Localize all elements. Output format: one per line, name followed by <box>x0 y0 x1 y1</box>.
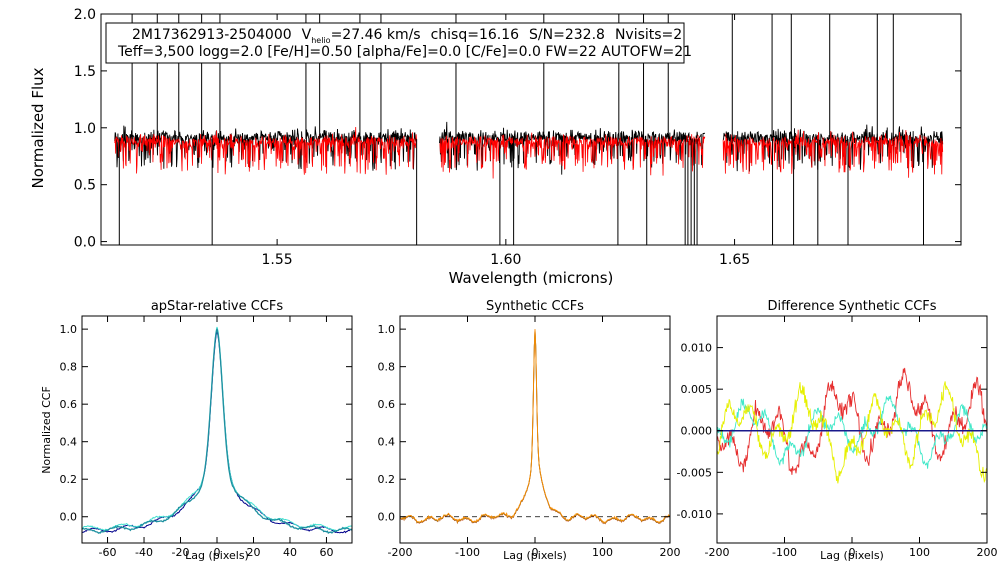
y-tick-label: 0.2 <box>60 473 78 486</box>
y-tick-label: 0.4 <box>60 436 78 449</box>
y-tick-label: 1.5 <box>74 64 96 80</box>
x-tick-label: 0 <box>532 546 539 559</box>
difference-ccf-series-0 <box>717 367 987 475</box>
synthetic-ccf-x-label: Lag (pixels) <box>503 549 567 562</box>
x-tick-label: 60 <box>319 546 333 559</box>
y-tick-label: 0.0 <box>60 511 78 524</box>
spectrum-series-model <box>114 127 418 175</box>
y-tick-label: 0.000 <box>681 425 713 438</box>
y-tick-label: 0.2 <box>378 473 396 486</box>
difference-ccf-plot-area <box>717 367 987 484</box>
y-tick-label: 1.0 <box>74 121 96 137</box>
x-tick-label: 20 <box>246 546 260 559</box>
x-tick-label: -60 <box>99 546 117 559</box>
y-tick-label: -0.010 <box>677 508 712 521</box>
nvisits-value: Nvisits=2 <box>615 27 682 43</box>
synthetic-ccf-plot-area <box>400 329 670 525</box>
x-tick-label: 100 <box>592 546 613 559</box>
y-tick-label: 1.0 <box>60 323 78 336</box>
y-tick-label: 0.8 <box>60 361 78 374</box>
synthetic-ccf-panel: -200 -100 0 100 200 0.0 0.2 0.4 0.6 0.8 1.0 Synthe… <box>378 299 681 562</box>
vhelio-value: =27.46 km/s <box>331 27 421 43</box>
x-tick-label: 200 <box>660 546 681 559</box>
y-tick-label: 1.0 <box>378 323 396 336</box>
y-tick-label: -0.005 <box>677 466 712 479</box>
header-box <box>105 22 685 64</box>
difference-ccf-series-2 <box>717 381 987 484</box>
spectrum-panel: 1.55 1.60 1.65 0.0 0.5 1.0 1.5 2.0 2M17362913-2… <box>29 7 962 287</box>
y-tick-label: 2.0 <box>74 7 96 23</box>
apstar-ccf-y-label: Normalized CCF <box>40 386 53 474</box>
y-tick-label: 0.5 <box>74 178 96 194</box>
header-line-1: 2M17362913-2504000 Vhelio=27.46 km/s chisq… <box>132 27 682 45</box>
apstar-ccf-x-label: Lag (pixels) <box>185 549 249 562</box>
spectrum-y-label: Normalized Flux <box>29 67 47 188</box>
spectrum-header: 2M17362913-2504000 Vhelio=27.46 km/s chisq… <box>105 22 692 64</box>
x-tick-label: -40 <box>135 546 153 559</box>
difference-ccf-series-1 <box>717 395 987 469</box>
x-tick-label: -100 <box>455 546 480 559</box>
spectrum-series-model <box>439 132 706 179</box>
spectrum-series-model <box>722 129 944 178</box>
x-tick-label: -100 <box>772 546 797 559</box>
chisq-value: chisq=16.16 <box>431 27 520 43</box>
vhelio-symbol: V <box>302 27 312 43</box>
y-tick-label: 0.6 <box>60 398 78 411</box>
y-tick-label: 0.6 <box>378 398 396 411</box>
x-tick-label: 1.55 <box>262 252 293 268</box>
x-tick-label: -20 <box>172 546 190 559</box>
synthetic-ccf-title: Synthetic CCFs <box>486 299 584 314</box>
synthetic-ccf-series-2 <box>400 329 670 524</box>
y-tick-label: 0.8 <box>378 361 396 374</box>
apstar-ccf-title: apStar-relative CCFs <box>151 299 284 314</box>
x-tick-label: -200 <box>388 546 413 559</box>
star-id: 2M17362913-2504000 <box>132 27 292 43</box>
y-tick-label: 0.4 <box>378 436 396 449</box>
spectrum-x-label: Wavelength (microns) <box>449 269 614 287</box>
x-tick-label: 40 <box>283 546 297 559</box>
spectrum-frame <box>100 13 962 246</box>
x-tick-label: -200 <box>705 546 730 559</box>
header-line-2: Teff=3,500 logg=2.0 [Fe/H]=0.50 [alpha/F… <box>117 44 692 60</box>
spectrum-series-observed <box>439 121 706 175</box>
x-tick-label: 0 <box>214 546 221 559</box>
difference-ccf-title: Difference Synthetic CCFs <box>767 299 936 314</box>
y-tick-label: 0.0 <box>378 511 396 524</box>
y-tick-label: 0.0 <box>74 235 96 251</box>
x-tick-label: 1.65 <box>719 252 750 268</box>
x-tick-label: 200 <box>977 546 998 559</box>
y-tick-label: 0.005 <box>681 383 713 396</box>
apstar-ccf-panel: -60 -40 -20 0 20 40 60 0.0 0.2 0.4 0.6 0.8 1.0 apSta… <box>40 299 353 562</box>
snr-value: S/N=232.8 <box>529 27 605 43</box>
vhelio-subscript: helio <box>311 36 330 45</box>
x-tick-label: 100 <box>909 546 930 559</box>
apstar-ccf-plot-area <box>82 326 352 535</box>
difference-ccf-x-label: Lag (pixels) <box>820 549 884 562</box>
difference-ccf-panel: -200 -100 0 100 200 -0.010 -0.005 0.000 0.005 0.0… <box>677 299 998 562</box>
x-tick-label: 1.60 <box>490 252 521 268</box>
y-tick-label: 0.010 <box>681 342 713 355</box>
x-tick-label: 0 <box>849 546 856 559</box>
apstar-ccf-series-2 <box>82 328 352 535</box>
